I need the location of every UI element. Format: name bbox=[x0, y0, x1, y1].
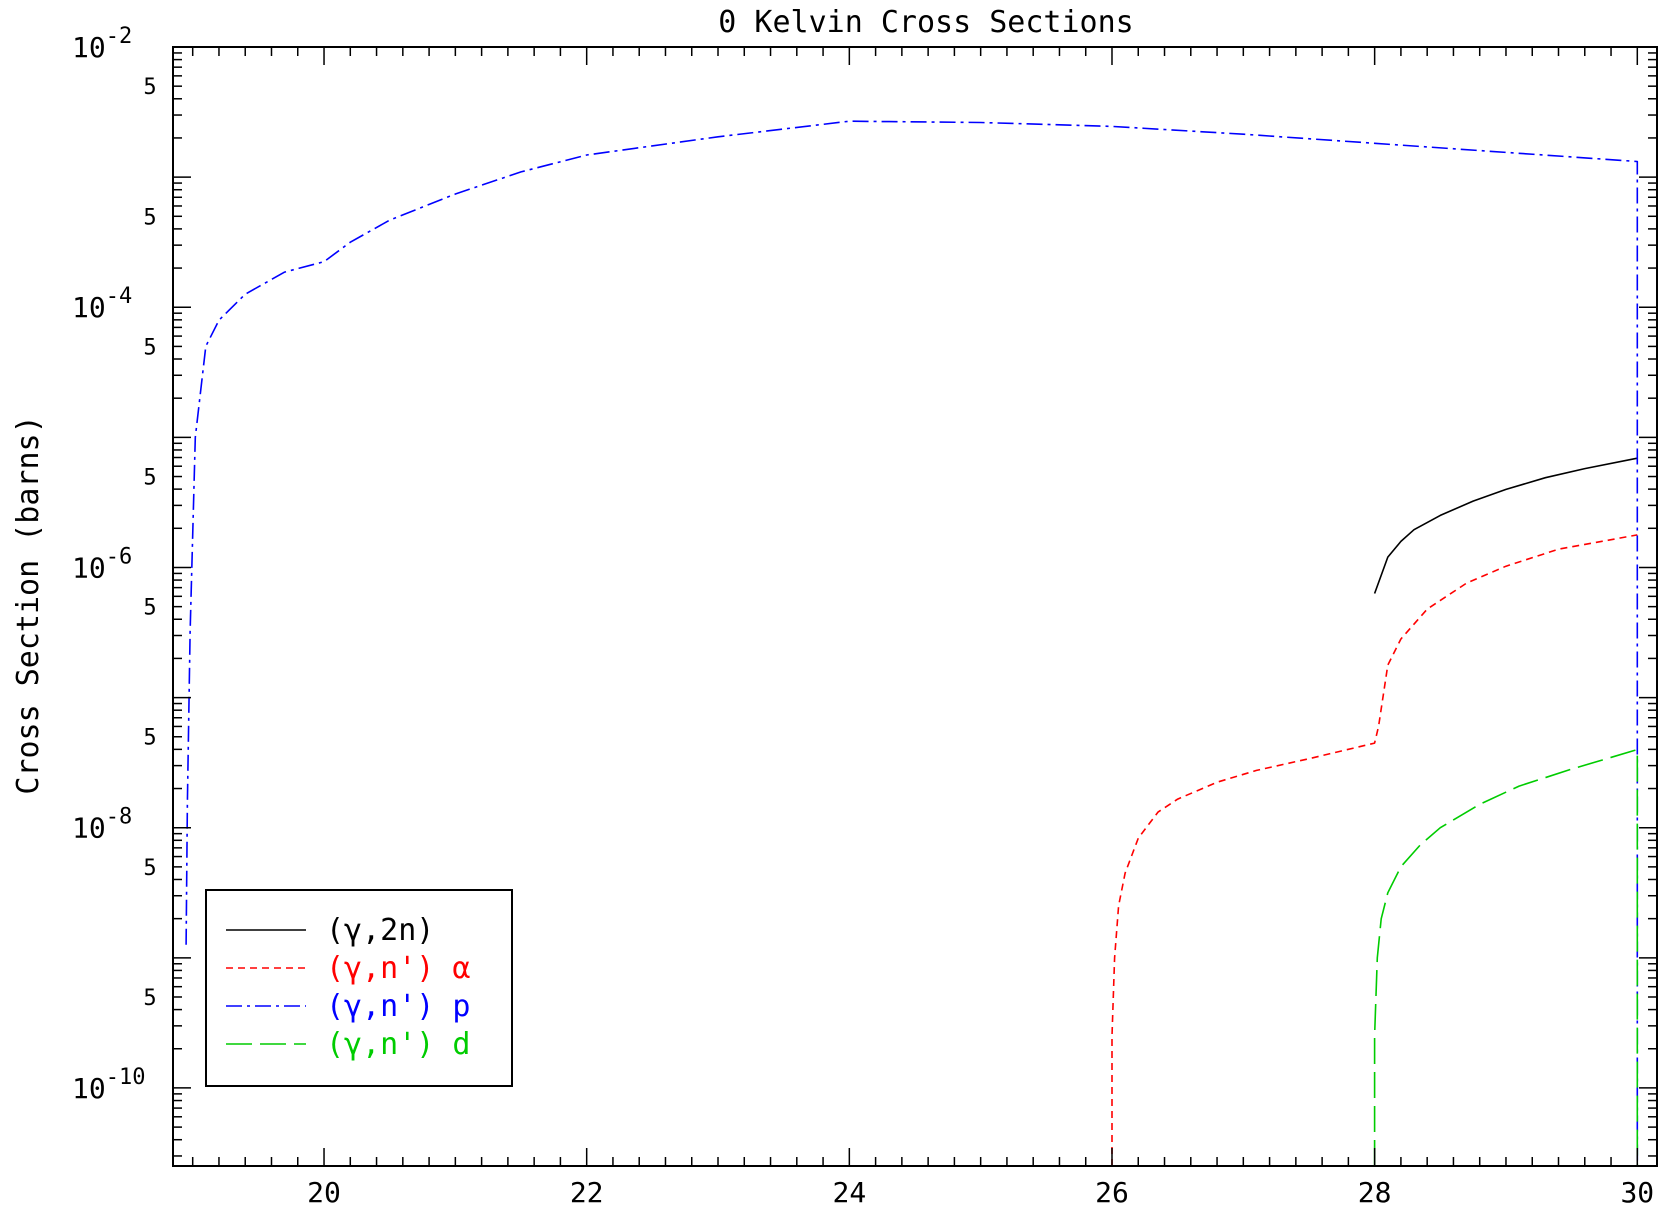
series-line-2 bbox=[1111, 534, 1638, 1166]
x-tick-label: 26 bbox=[1095, 1176, 1129, 1209]
legend-label-2: (γ,n') α bbox=[326, 951, 471, 986]
series-line-1 bbox=[1373, 457, 1638, 594]
y-minor-label: 5 bbox=[143, 856, 156, 881]
y-minor-label: 5 bbox=[143, 726, 156, 751]
legend-box bbox=[205, 889, 513, 1087]
x-tick-label: 28 bbox=[1358, 1176, 1392, 1209]
y-tick-label: 10-10 bbox=[72, 1065, 145, 1105]
axes: 20 22 24 26 28 30 10-2 10-4 10-6 10-8 10-10 5 5 5 5 5 5 5… bbox=[72, 24, 1658, 1209]
y-tick-label: 10-6 bbox=[72, 544, 132, 584]
legend-label-1: (γ,2n) bbox=[326, 913, 434, 948]
series-line-3 bbox=[185, 120, 1639, 1166]
plot-lines bbox=[185, 120, 1639, 1166]
y-tick-label: 10-8 bbox=[72, 805, 132, 845]
y-minor-label: 5 bbox=[143, 75, 156, 100]
x-tick-label: 22 bbox=[570, 1176, 604, 1209]
legend-label-4: (γ,n') d bbox=[326, 1027, 471, 1062]
y-tick-label: 10-4 bbox=[72, 284, 132, 324]
y-minor-label: 5 bbox=[143, 466, 156, 491]
chart-title: 0 Kelvin Cross Sections bbox=[718, 5, 1133, 40]
x-tick-label: 20 bbox=[307, 1176, 341, 1209]
legend-label-3: (γ,n') p bbox=[326, 989, 471, 1024]
y-minor-label: 5 bbox=[143, 335, 156, 360]
x-tick-label: 24 bbox=[832, 1176, 866, 1209]
y-minor-label: 5 bbox=[143, 205, 156, 230]
legend: (γ,2n)(γ,n') α(γ,n') p(γ,n') d bbox=[205, 889, 513, 1087]
x-tick-label: 30 bbox=[1620, 1176, 1654, 1209]
series-line-4 bbox=[1373, 748, 1639, 1166]
y-minor-label: 5 bbox=[143, 986, 156, 1011]
y-tick-label: 10-2 bbox=[72, 24, 132, 64]
y-axis-label: Cross Section (barns) bbox=[11, 415, 46, 794]
y-minor-label: 5 bbox=[143, 596, 156, 621]
